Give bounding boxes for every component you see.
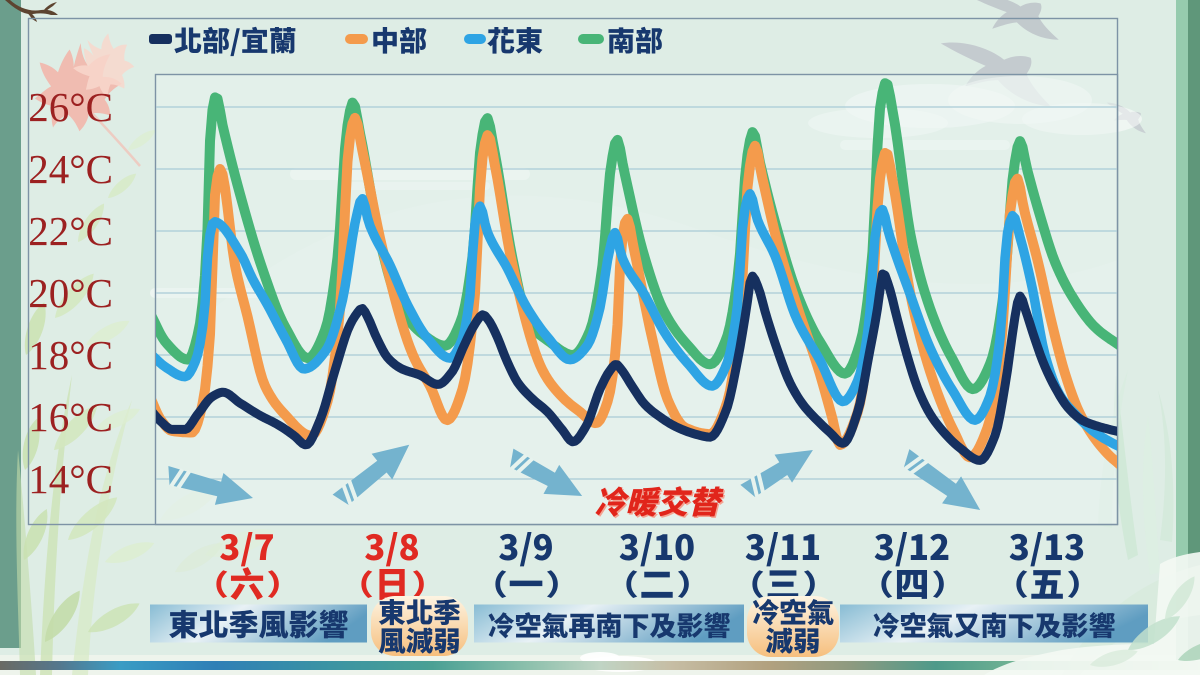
- svg-text:26°C: 26°C: [28, 84, 113, 130]
- svg-text:20°C: 20°C: [28, 270, 113, 316]
- svg-text:24°C: 24°C: [28, 146, 113, 192]
- svg-text:14°C: 14°C: [28, 456, 113, 502]
- svg-text:18°C: 18°C: [28, 332, 113, 378]
- svg-text:16°C: 16°C: [28, 394, 113, 440]
- svg-text:22°C: 22°C: [28, 208, 113, 254]
